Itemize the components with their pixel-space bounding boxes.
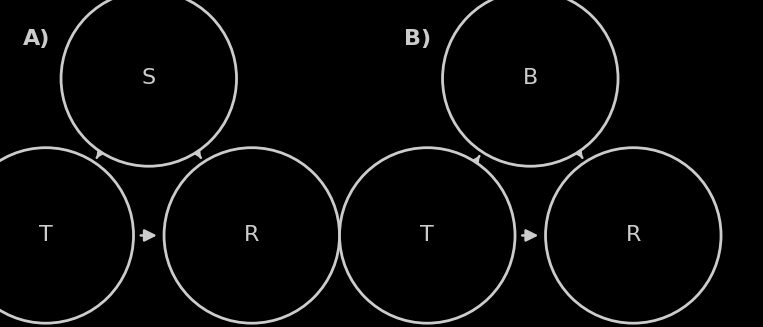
Ellipse shape bbox=[0, 148, 134, 323]
Ellipse shape bbox=[61, 0, 237, 166]
Text: T: T bbox=[420, 225, 434, 246]
Ellipse shape bbox=[546, 148, 721, 323]
Text: B: B bbox=[523, 68, 538, 89]
Text: B): B) bbox=[404, 29, 432, 49]
Ellipse shape bbox=[164, 148, 340, 323]
Ellipse shape bbox=[443, 0, 618, 166]
Text: S: S bbox=[142, 68, 156, 89]
Text: A): A) bbox=[23, 29, 50, 49]
Text: R: R bbox=[244, 225, 259, 246]
Text: T: T bbox=[39, 225, 53, 246]
Ellipse shape bbox=[340, 148, 515, 323]
Text: R: R bbox=[626, 225, 641, 246]
